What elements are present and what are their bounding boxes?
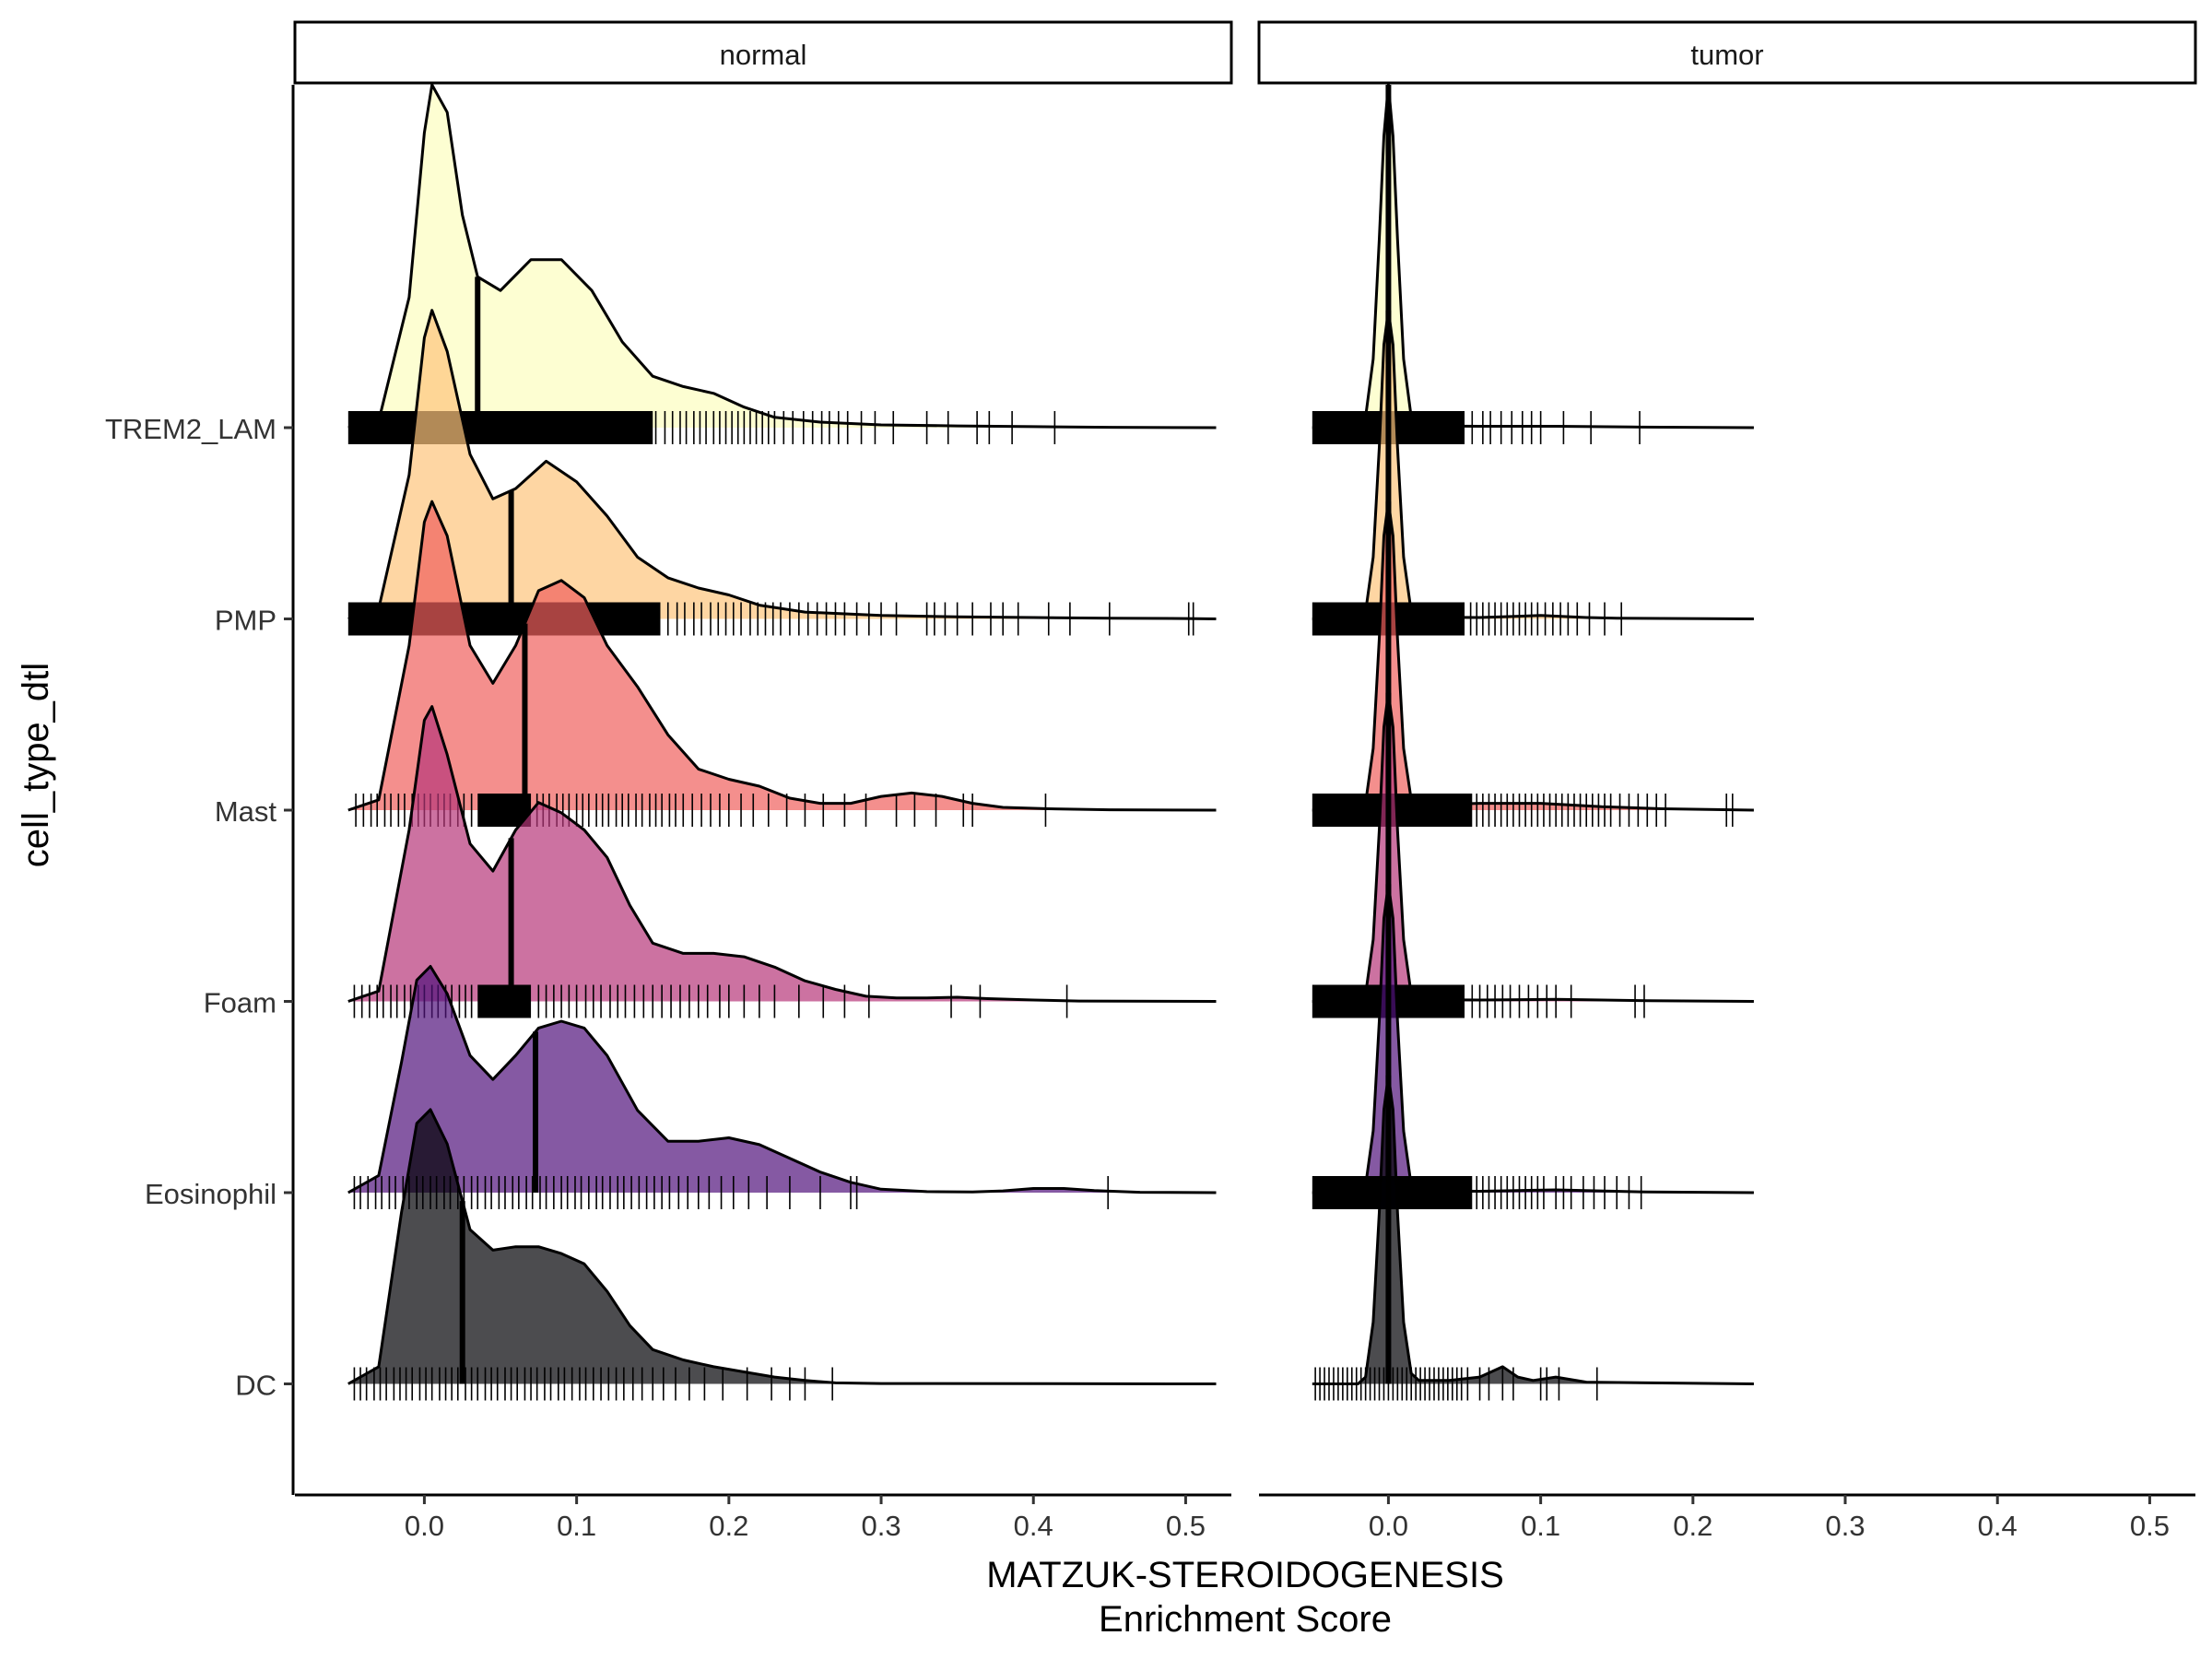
x-axis-subtitle: Enrichment Score <box>1099 1599 1392 1640</box>
panel-normal <box>347 83 1217 1401</box>
density-fill-normal-mast <box>347 501 1217 810</box>
rug-block-normal-foam <box>477 984 532 1018</box>
density-outline-normal-mast <box>347 500 1217 812</box>
density-fill-normal-foam <box>347 706 1217 1002</box>
strip-label-tumor: tumor <box>1690 39 1763 71</box>
x-tick-label-normal-3: 0.3 <box>861 1510 900 1542</box>
density-outline-tumor-foam <box>1312 691 1754 1003</box>
x-tick-label-tumor-0: 0.0 <box>1369 1510 1408 1542</box>
ridge-tumor-trem2-lam <box>1312 83 1754 444</box>
density-outline-normal-trem2-lam <box>347 83 1217 429</box>
density-fill-normal-pmp <box>347 310 1217 619</box>
x-axis-normal: 0.0 0.1 0.2 0.3 0.4 0.5 <box>295 1493 1231 1542</box>
density-outline-tumor-trem2-lam <box>1312 83 1754 429</box>
density-outline-tumor-mast <box>1312 500 1754 812</box>
rug-block-normal-pmp <box>347 602 661 636</box>
ridge-tumor-dc <box>1312 1074 1754 1401</box>
ridge-normal-dc <box>347 1108 1217 1401</box>
x-tick-label-tumor-2: 0.2 <box>1673 1510 1712 1542</box>
x-axis-tumor: 0.0 0.1 0.2 0.3 0.4 0.5 <box>1259 1493 2195 1542</box>
y-tick-label-mast: Mast <box>215 795 277 828</box>
facet-strip-tumor: tumor <box>1257 20 2197 85</box>
panel-tumor <box>1312 83 1754 1401</box>
x-tick-label-normal-2: 0.2 <box>709 1510 748 1542</box>
ridge-normal-pmp <box>347 309 1217 636</box>
density-outline-tumor-dc <box>1312 1074 1754 1385</box>
strip-box-tumor <box>1257 20 2197 85</box>
y-axis-title: cell_type_dtl <box>16 663 56 867</box>
ridge-normal-foam <box>347 705 1217 1018</box>
y-axis: TREM2_LAM PMP Mast Foam Eosinophil DC <box>105 85 295 1495</box>
density-outline-tumor-eosinophil <box>1312 882 1754 1194</box>
x-tick-label-normal-0: 0.0 <box>405 1510 444 1542</box>
density-outline-normal-dc <box>347 1108 1217 1385</box>
rug-block-normal-trem2-lam <box>347 411 653 444</box>
ridge-normal-mast <box>347 500 1217 827</box>
facet-strip-normal: normal <box>293 20 1233 85</box>
x-tick-label-normal-1: 0.1 <box>557 1510 596 1542</box>
density-fill-normal-trem2-lam <box>347 85 1217 428</box>
x-tick-label-normal-5: 0.5 <box>1166 1510 1206 1542</box>
strip-box-normal <box>293 20 1233 85</box>
y-tick-label-foam: Foam <box>204 987 276 1019</box>
ridge-normal-trem2-lam <box>347 83 1217 444</box>
x-axis-title: MATZUK-STEROIDOGENESIS <box>986 1555 1504 1595</box>
density-outline-normal-foam <box>347 705 1217 1003</box>
density-fill-normal-dc <box>347 1109 1217 1384</box>
density-outline-normal-pmp <box>347 309 1217 620</box>
y-tick-label-dc: DC <box>235 1370 276 1402</box>
y-tick-label-pmp: PMP <box>215 605 276 637</box>
x-tick-label-tumor-5: 0.5 <box>2130 1510 2170 1542</box>
strip-label-normal: normal <box>720 39 807 71</box>
y-tick-label-trem2-lam: TREM2_LAM <box>105 413 276 445</box>
y-tick-label-eosinophil: Eosinophil <box>145 1178 276 1210</box>
x-tick-label-tumor-3: 0.3 <box>1825 1510 1865 1542</box>
x-tick-label-normal-4: 0.4 <box>1014 1510 1053 1542</box>
density-outline-normal-eosinophil <box>347 965 1217 1194</box>
x-tick-label-tumor-4: 0.4 <box>1978 1510 2018 1542</box>
density-outline-tumor-pmp <box>1312 309 1754 620</box>
x-tick-label-tumor-1: 0.1 <box>1521 1510 1560 1542</box>
